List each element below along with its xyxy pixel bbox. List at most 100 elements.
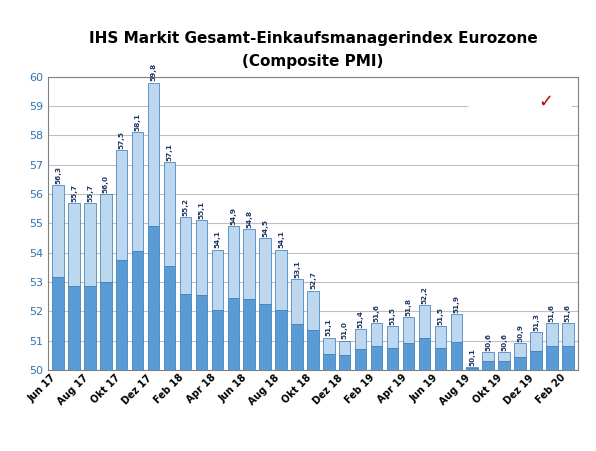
Bar (355, 329, 367, 350)
Bar (482, 352, 494, 361)
Text: 52,2: 52,2 (421, 286, 427, 304)
Text: 51,8: 51,8 (405, 298, 411, 316)
Text: 58,1: 58,1 (135, 113, 141, 131)
Bar (514, 343, 526, 357)
Bar (195, 221, 207, 295)
Bar (339, 341, 350, 355)
Bar (467, 368, 478, 370)
Bar (243, 299, 255, 370)
Bar (387, 326, 398, 348)
Bar (116, 150, 128, 260)
Text: 57,1: 57,1 (166, 143, 172, 161)
Text: 55,7: 55,7 (87, 184, 93, 202)
Bar (451, 314, 462, 342)
Bar (164, 266, 175, 370)
Bar (403, 344, 414, 370)
Text: 51,5: 51,5 (437, 307, 443, 325)
Bar (228, 226, 239, 298)
Text: 54,1: 54,1 (278, 230, 284, 249)
Bar (259, 304, 271, 370)
Bar (323, 338, 334, 354)
Bar (530, 332, 542, 351)
Text: ✓: ✓ (539, 92, 554, 110)
Text: 50,6: 50,6 (501, 333, 507, 351)
Bar (132, 251, 144, 370)
Bar (307, 330, 319, 370)
Bar (323, 354, 334, 370)
Text: 56,0: 56,0 (103, 175, 109, 193)
Text: 51,6: 51,6 (565, 304, 571, 322)
Text: stockstreet.de: stockstreet.de (379, 84, 504, 99)
Bar (212, 250, 223, 310)
Bar (562, 346, 573, 370)
Text: 51,3: 51,3 (533, 313, 539, 331)
Bar (228, 298, 239, 370)
Bar (291, 324, 303, 370)
Text: 55,7: 55,7 (71, 184, 77, 202)
Text: 57,5: 57,5 (119, 131, 125, 149)
Bar (434, 348, 446, 370)
Bar (164, 162, 175, 266)
Bar (530, 351, 542, 370)
Text: 51,5: 51,5 (390, 307, 396, 325)
Bar (148, 226, 159, 370)
Text: 54,1: 54,1 (215, 230, 221, 249)
Bar (275, 250, 287, 310)
Bar (371, 346, 383, 370)
Bar (514, 357, 526, 370)
Text: 55,1: 55,1 (198, 201, 204, 219)
Text: 51,6: 51,6 (549, 304, 555, 322)
Bar (467, 367, 478, 368)
Text: unabhängig • strategisch • trefflicher: unabhängig • strategisch • trefflicher (378, 109, 505, 115)
Title: IHS Markit Gesamt-Einkaufsmanagerindex Eurozone
(Composite PMI): IHS Markit Gesamt-Einkaufsmanagerindex E… (89, 32, 537, 69)
Bar (148, 83, 159, 226)
Bar (418, 305, 430, 337)
Text: 52,7: 52,7 (310, 272, 316, 290)
Text: 51,6: 51,6 (374, 304, 380, 322)
Bar (482, 361, 494, 370)
Bar (546, 346, 558, 370)
Bar (180, 294, 191, 370)
Bar (418, 337, 430, 370)
Bar (387, 348, 398, 370)
Bar (243, 229, 255, 299)
Text: 56,3: 56,3 (55, 166, 61, 184)
Text: 51,1: 51,1 (326, 318, 332, 336)
Text: 50,9: 50,9 (517, 324, 523, 342)
Bar (371, 323, 383, 346)
Bar (116, 260, 128, 370)
Bar (52, 185, 64, 277)
Text: 50,6: 50,6 (485, 333, 491, 351)
Bar (339, 355, 350, 370)
Bar (498, 361, 510, 370)
Bar (451, 342, 462, 370)
Bar (546, 323, 558, 346)
Text: 54,9: 54,9 (230, 207, 236, 225)
Text: 51,9: 51,9 (454, 295, 460, 313)
Bar (259, 238, 271, 304)
Bar (212, 310, 223, 370)
Bar (84, 202, 95, 286)
Bar (68, 202, 80, 286)
Bar (100, 194, 111, 282)
Bar (100, 282, 111, 370)
Bar (307, 291, 319, 330)
Bar (84, 286, 95, 370)
Text: 50,1: 50,1 (469, 348, 475, 366)
Text: 54,5: 54,5 (262, 219, 268, 237)
Bar (291, 279, 303, 324)
Text: 55,2: 55,2 (182, 198, 188, 216)
Bar (52, 277, 64, 370)
Text: 54,8: 54,8 (246, 210, 252, 228)
Bar (355, 349, 367, 370)
Bar (434, 326, 446, 348)
Circle shape (464, 84, 596, 117)
Text: 51,0: 51,0 (342, 322, 347, 339)
Bar (275, 310, 287, 370)
Bar (498, 352, 510, 361)
Text: 53,1: 53,1 (294, 260, 300, 278)
Bar (403, 317, 414, 344)
Bar (180, 217, 191, 294)
Text: 51,4: 51,4 (358, 310, 364, 327)
Bar (132, 133, 144, 251)
